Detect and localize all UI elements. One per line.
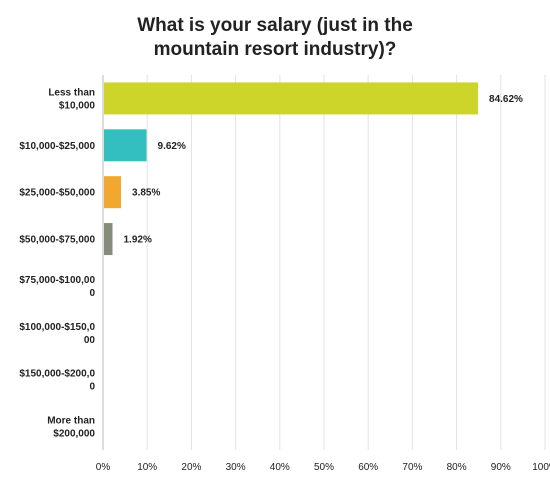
category-label-6: $150,000-$200,0 0: [19, 369, 95, 393]
data-label-0: 84.62%: [489, 94, 523, 105]
x-tick-label-8: 80%: [447, 462, 467, 473]
x-tick-label-7: 70%: [402, 462, 422, 473]
bar-3: [104, 223, 113, 256]
category-label-4: $75,000-$100,00 0: [19, 275, 95, 299]
chart-title-line-2: mountain resort industry)?: [153, 39, 397, 60]
category-label-5: $100,000-$150,0 00: [19, 322, 95, 346]
category-label-1: $10,000-$25,000: [19, 141, 95, 152]
x-tick-label-6: 60%: [358, 462, 378, 473]
chart-title-line-1: What is your salary (just in the: [137, 15, 413, 36]
x-tick-label-2: 20%: [181, 462, 201, 473]
category-label-3: $50,000-$75,000: [19, 235, 95, 246]
x-tick-label-5: 50%: [314, 462, 334, 473]
bar-2: [104, 176, 122, 209]
category-label-0: Less than $10,000: [48, 87, 95, 111]
x-tick-label-4: 40%: [270, 462, 290, 473]
data-label-1: 9.62%: [158, 141, 186, 152]
x-tick-label-3: 30%: [226, 462, 246, 473]
x-tick-label-0: 0%: [96, 462, 111, 473]
category-label-2: $25,000-$50,000: [19, 188, 95, 199]
bar-1: [104, 129, 147, 162]
data-label-3: 1.92%: [123, 235, 151, 246]
bar-0: [104, 82, 479, 115]
category-label-7: More than $200,000: [47, 416, 95, 440]
x-tick-label-9: 90%: [491, 462, 511, 473]
x-tick-label-1: 10%: [137, 462, 157, 473]
x-tick-label-10: 100%: [532, 462, 550, 473]
data-label-2: 3.85%: [132, 188, 160, 199]
